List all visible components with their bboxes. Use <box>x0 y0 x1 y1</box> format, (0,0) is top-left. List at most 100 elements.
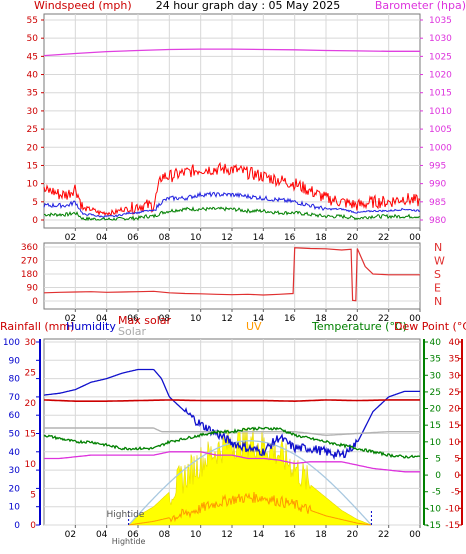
barometer-tick-label: 980 <box>429 216 446 226</box>
barometer-tick-label: 995 <box>429 161 446 171</box>
x-tick-label: 16 <box>284 233 296 243</box>
barometer-tick-label: 1005 <box>429 125 452 135</box>
dewpoint-tick-label: 0 <box>454 471 460 481</box>
x-tick-label: 04 <box>96 314 108 324</box>
x-tick-label: 18 <box>315 314 327 324</box>
humidity-tick-label: 30 <box>9 466 21 476</box>
windspeed-tick-label: 5 <box>32 198 38 208</box>
rain-tick-label: 0 <box>30 521 36 531</box>
x-tick-label: 22 <box>378 530 389 540</box>
humidity-tick-label: 20 <box>9 484 21 494</box>
temperature-tick-label: -10 <box>426 504 441 514</box>
windspeed-axis-label: Windspeed (mph) <box>34 0 132 12</box>
temperature-tick-label: 20 <box>430 405 442 415</box>
barometer-tick-label: 1015 <box>429 89 452 99</box>
x-tick-label: 12 <box>221 233 232 243</box>
humidity-tick-label: 70 <box>9 393 21 403</box>
x-tick-label: 12 <box>221 314 232 324</box>
barometer-axis-label: Barometer (hpa) <box>375 0 466 12</box>
temperature-legend: Temperature (°C) <box>311 320 407 333</box>
humidity-tick-label: 10 <box>9 503 21 513</box>
dewpoint-tick-label: 20 <box>449 405 461 415</box>
x-tick-label: 00 <box>409 233 421 243</box>
barometer-tick-label: 1000 <box>429 143 452 153</box>
x-tick-label: 00 <box>409 314 421 324</box>
wind-gust-series <box>43 161 421 217</box>
x-tick-label: 04 <box>96 233 108 243</box>
barometer-tick-label: 1020 <box>429 71 452 81</box>
chart-title: 24 hour graph day : 05 May 2025 <box>156 0 341 12</box>
humidity-tick-label: 50 <box>9 430 21 440</box>
temperature-tick-label: 10 <box>430 438 442 448</box>
humidity-tick-label: 60 <box>9 411 21 421</box>
x-tick-label: 20 <box>347 530 359 540</box>
uv-series <box>128 492 372 526</box>
x-tick-label: 08 <box>159 314 171 324</box>
windspeed-tick-label: 25 <box>27 125 38 135</box>
humidity-tick-label: 80 <box>9 375 21 385</box>
direction-letter: W <box>434 255 445 268</box>
humidity-tick-label: 100 <box>3 338 20 348</box>
windspeed-tick-label: 0 <box>32 216 38 226</box>
x-tick-label: 02 <box>65 233 76 243</box>
humidity-series <box>43 368 420 461</box>
temperature-tick-label: 40 <box>430 338 442 348</box>
x-tick-label: 06 <box>127 314 139 324</box>
temperature-tick-label: 0 <box>435 471 441 481</box>
direction-series <box>43 247 420 302</box>
uv-legend: UV <box>246 320 262 333</box>
dewpoint-tick-label: 40 <box>449 338 461 348</box>
x-tick-label: 18 <box>315 530 327 540</box>
windspeed-tick-label: 55 <box>27 16 38 26</box>
humidity-legend: Humidity <box>66 320 116 333</box>
humidity-tick-label: 90 <box>9 356 21 366</box>
barometer-tick-label: 985 <box>429 198 446 208</box>
x-tick-label: 16 <box>284 530 296 540</box>
x-tick-label: 12 <box>221 530 232 540</box>
x-tick-label: 10 <box>190 233 202 243</box>
dewpoint-tick-label: -5 <box>451 488 460 498</box>
windspeed-tick-label: 40 <box>27 71 39 81</box>
direction-letter: N <box>434 295 442 308</box>
solar-area <box>127 427 372 526</box>
max-solar-legend: Max solar <box>118 314 171 327</box>
rain-tick-label: 25 <box>25 369 36 379</box>
x-tick-label: 20 <box>347 233 359 243</box>
x-tick-label: 10 <box>190 530 202 540</box>
dewpoint-tick-label: 5 <box>454 454 460 464</box>
dewpoint-tick-label: 15 <box>449 421 460 431</box>
temp-humidity-solar-panel: 0102030405060708090100051015202530-15-10… <box>3 338 463 546</box>
rainfall-legend: Rainfall (mm) <box>0 320 74 333</box>
humidity-tick-label: 0 <box>14 521 20 531</box>
rain-tick-label: 20 <box>25 399 37 409</box>
direction-tick-label: 180 <box>21 270 38 280</box>
temperature-tick-label: 5 <box>435 454 441 464</box>
x-tick-label: 22 <box>378 233 389 243</box>
dewpoint-tick-label: 35 <box>449 355 460 365</box>
x-tick-label: 08 <box>159 530 171 540</box>
barometer-tick-label: 990 <box>429 180 446 190</box>
x-tick-label: 20 <box>347 314 359 324</box>
rain-tick-label: 30 <box>25 338 37 348</box>
barometer-tick-label: 1035 <box>429 16 452 26</box>
x-tick-label: 02 <box>65 530 76 540</box>
x-tick-label: 06 <box>127 530 139 540</box>
dewpoint-tick-label: 30 <box>449 371 461 381</box>
x-tick-label: 04 <box>96 530 108 540</box>
barometer-series <box>43 48 420 57</box>
windspeed-tick-label: 35 <box>27 89 38 99</box>
direction-tick-label: 0 <box>32 297 38 307</box>
dewpoint-tick-label: -15 <box>445 521 460 531</box>
x-tick-label: 16 <box>284 314 296 324</box>
direction-letter: E <box>434 282 441 295</box>
windspeed-tick-label: 10 <box>27 180 39 190</box>
temperature-tick-label: 30 <box>430 371 442 381</box>
direction-tick-label: 270 <box>21 257 38 267</box>
barometer-tick-label: 1030 <box>429 34 452 44</box>
hightide-label-bottom: Hightide <box>112 537 146 546</box>
temperature-tick-label: -15 <box>426 521 441 531</box>
direction-tick-label: 90 <box>27 284 39 294</box>
x-tick-label: 10 <box>190 314 202 324</box>
